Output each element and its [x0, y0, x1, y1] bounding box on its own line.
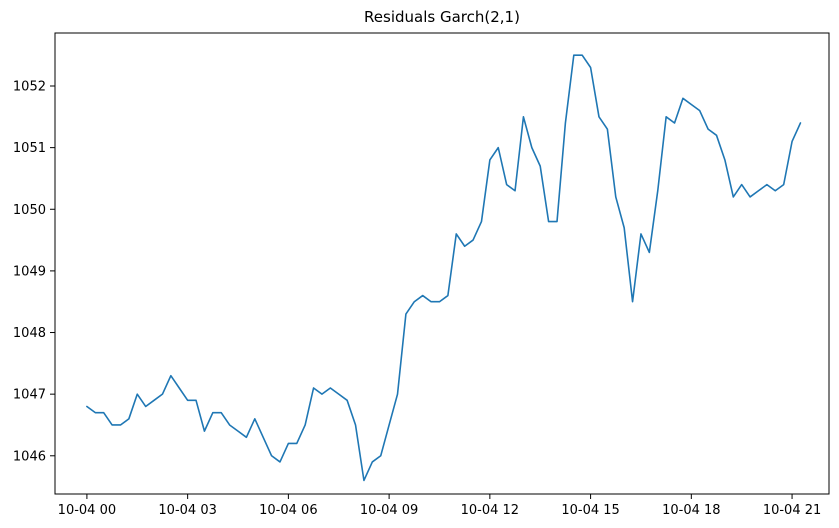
x-tick-label: 10-04 21 — [763, 503, 821, 518]
x-tick-label: 10-04 15 — [561, 503, 619, 518]
y-tick-label: 1047 — [13, 388, 46, 403]
series-line — [86, 54, 802, 482]
plot-series — [86, 54, 802, 482]
x-tick-label: 10-04 09 — [360, 503, 418, 518]
y-tick-label: 1049 — [13, 264, 46, 279]
chart-title: Residuals Garch(2,1) — [364, 8, 520, 26]
y-tick-label: 1046 — [13, 449, 46, 464]
y-tick-label: 1052 — [13, 80, 46, 95]
x-tick-label: 10-04 18 — [662, 503, 720, 518]
x-tick-label: 10-04 06 — [259, 503, 317, 518]
x-tick-label: 10-04 03 — [158, 503, 216, 518]
y-tick-label: 1051 — [13, 141, 46, 156]
plot-frame — [54, 32, 830, 495]
x-axis: 10-04 00 10-04 03 10-04 06 10-04 09 10-04 12… — [58, 494, 821, 518]
x-tick-label: 10-04 12 — [461, 503, 519, 518]
y-axis: 1046 1047 1048 1049 1050 1051 1052 — [13, 80, 55, 464]
y-tick-label: 1048 — [13, 326, 46, 341]
x-tick-label: 10-04 00 — [58, 503, 116, 518]
y-tick-label: 1050 — [13, 203, 46, 218]
